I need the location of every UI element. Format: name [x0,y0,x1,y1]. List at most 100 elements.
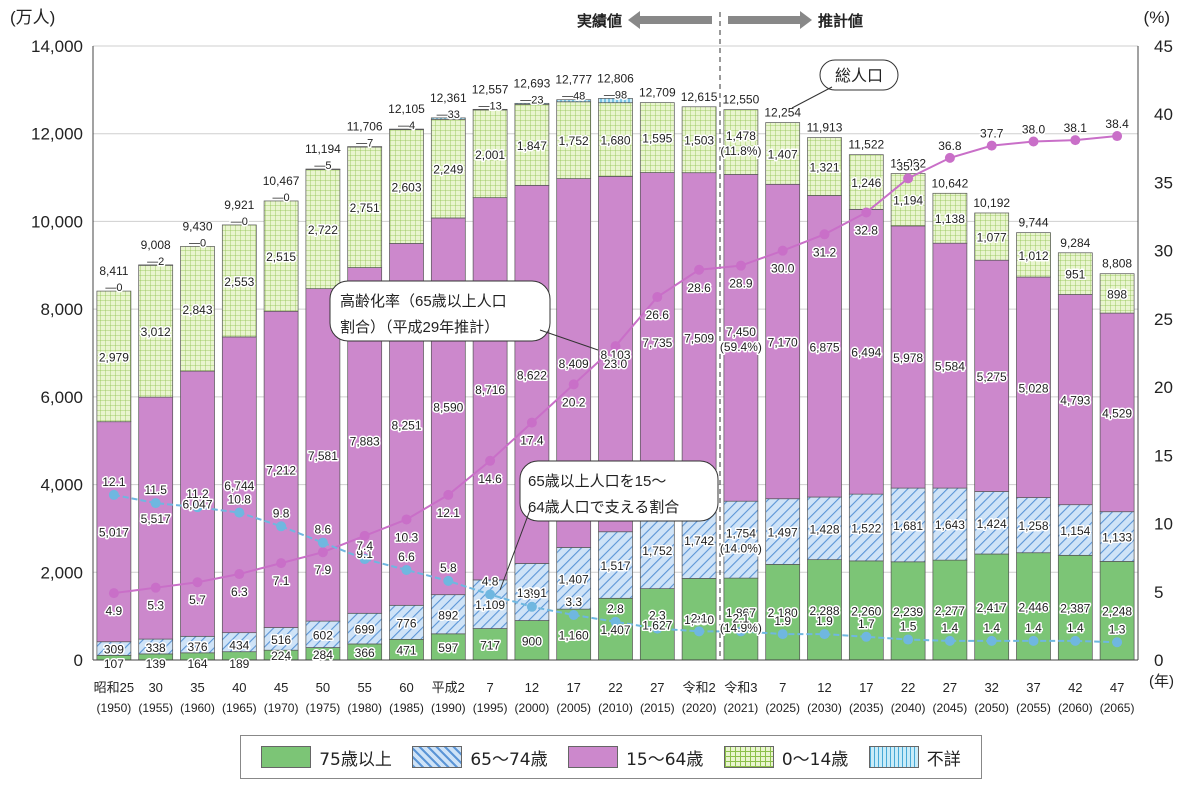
y-left-unit: (万人) [10,8,55,27]
data-label-total: 9,430 [182,219,212,233]
data-label-support-ratio: 3.9 [524,587,541,601]
data-label-75plus: 164 [187,657,207,671]
line-point [1070,135,1081,146]
data-label-0-14: 951 [1065,268,1085,282]
legend-item: 0～14歳 [723,745,848,770]
line-point [944,152,955,163]
data-label-15-64: 8,409 [559,357,589,371]
line-point [485,455,496,466]
y-right-tick-label: 25 [1154,310,1173,329]
data-label-65-74: 1,154 [1060,524,1090,538]
data-label-75plus: (14.9%) [720,621,762,635]
data-label-0-14: 2,979 [99,350,129,364]
x-tick-label-year: (2045) [933,701,968,715]
bar-segment [1057,252,1093,295]
x-tick-label: 45 [274,680,288,695]
bar-segment [430,117,466,120]
data-label-0-14: 2,515 [266,250,296,264]
legend-label: 15～64歳 [626,749,704,770]
data-label-support-ratio: 11.5 [144,483,167,497]
data-label-0-14: 1,478 [726,129,756,143]
line-point [652,623,663,634]
x-tick-label-year: (1975) [306,701,341,715]
legend-label: 65～74歳 [470,749,548,770]
x-tick-label: 22 [608,680,622,695]
data-label-65-74: 1,428 [809,522,839,536]
x-tick-label: 37 [1026,680,1040,695]
data-label-75plus: 1,860 [684,613,714,627]
x-tick-label-year: (1995) [473,701,508,715]
bar-segment [221,224,257,338]
line-point [359,554,370,565]
line-point [861,207,872,218]
data-label-15-64: 5,028 [1018,381,1048,395]
data-label-aging-rate: 38.4 [1105,117,1129,131]
data-label-15-64: 4,529 [1102,406,1132,420]
data-label-unknown: —7 [356,138,373,150]
data-label-aging-rate: 9.1 [356,547,373,561]
data-label-0-14: 2,553 [224,275,254,289]
left-arrow [628,11,712,29]
bar-segment [305,288,341,622]
bar-segment [974,491,1010,555]
data-label-unknown: —0 [273,192,290,204]
callout-aging-line1: 高齢化率（65歳以上人口 [340,293,507,310]
line-point [1028,136,1039,147]
y-left-tick-label: 10,000 [31,212,83,231]
x-tick-label-year: (2040) [891,701,926,715]
data-label-aging-rate: 37.7 [980,127,1004,141]
data-label-75plus: 1,160 [559,629,589,643]
y-right-tick-label: 0 [1154,651,1163,670]
data-label-65-74: 1,258 [1018,519,1048,533]
data-label-aging-rate: 26.6 [646,308,670,322]
x-tick-label: 47 [1110,680,1124,695]
y-left-tick-label: 6,000 [40,388,83,407]
data-label-0-14: 1,503 [684,134,714,148]
data-label-75plus: 2,180 [768,606,798,620]
data-label-0-14: 1,012 [1018,249,1048,263]
data-label-support-ratio: 1.4 [942,621,959,635]
bar-segment [807,496,842,561]
data-label-65-74: 338 [146,641,166,655]
data-label-65-74: (14.0%) [720,542,762,556]
y-right-unit: (%) [1144,8,1170,27]
data-label-65-74: 776 [396,616,416,630]
data-label-15-64: 7,170 [768,336,798,350]
bar-segment [347,612,383,645]
data-label-15-64: 6,744 [224,479,254,493]
x-tick-label-year: (2010) [598,701,633,715]
data-label-unknown: —0 [189,237,206,249]
x-tick-label-year: (2055) [1016,701,1051,715]
bar-segment [305,168,341,170]
data-label-65-74: 1,681 [893,519,923,533]
data-label-15-64: 5,017 [99,526,129,540]
x-tick-label-year: (1960) [180,701,215,715]
x-tick-label: 27 [943,680,957,695]
data-label-total: 11,522 [848,138,884,152]
x-tick-label-year: (2020) [682,701,717,715]
line-point [234,569,245,580]
data-label-support-ratio: 1.5 [900,620,917,634]
line-point [1112,637,1123,648]
bar-segment [138,264,174,266]
data-label-75plus: 717 [480,638,500,652]
data-label-aging-rate: 38.1 [1064,121,1088,135]
data-label-support-ratio: 1.4 [983,621,1000,635]
line-point [401,514,412,525]
data-label-0-14: 1,246 [851,176,881,190]
data-label-total: 10,192 [973,196,1010,210]
data-label-total: 9,744 [1018,216,1048,230]
data-label-support-ratio: 1.9 [816,614,833,628]
x-tick-label: 40 [232,680,246,695]
data-label-75plus: 2,277 [935,604,965,618]
data-label-65-74: 1,742 [684,534,714,548]
bar-segment [347,146,383,148]
right-arrow [728,11,812,29]
data-label-support-ratio: 1.4 [1067,621,1084,635]
bar-segment [639,511,675,589]
x-tick-label-year: (1990) [431,701,466,715]
bar-segment [1057,294,1093,506]
x-tick-label-year: (1985) [389,701,424,715]
bar-segment [389,128,424,130]
